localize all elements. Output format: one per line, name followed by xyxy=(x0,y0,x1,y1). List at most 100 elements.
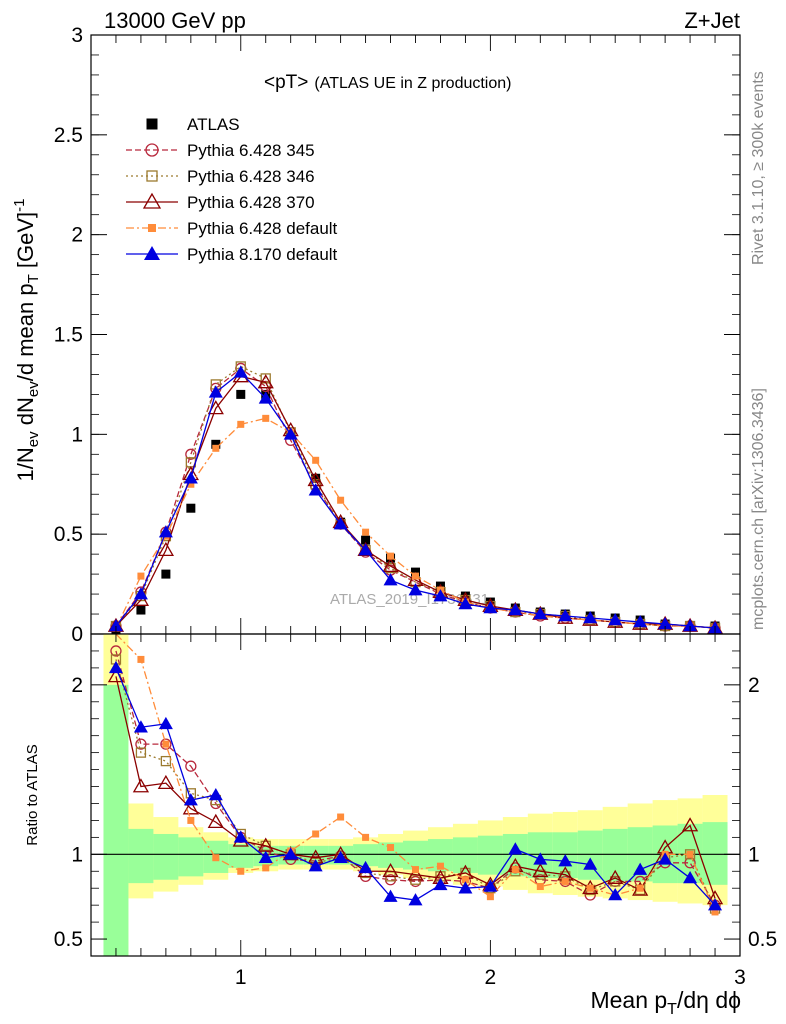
ratio-point-p8 xyxy=(683,871,698,884)
ratio-plot-area xyxy=(91,633,740,956)
ratio-line-p346 xyxy=(115,659,716,909)
point-p8 xyxy=(483,601,498,614)
ratio-point-p345 xyxy=(110,645,122,657)
band-green xyxy=(602,828,628,882)
main-panel: ATLAS_2019_I1736531 00.511.522.53 xyxy=(54,24,741,646)
ratio-point-p370 xyxy=(407,866,424,881)
point-p370 xyxy=(207,400,224,415)
point-p8 xyxy=(508,603,523,616)
point-p8 xyxy=(433,589,448,602)
ratio-point-p8 xyxy=(233,830,248,843)
ratio-y-tick-label-right: 0.5 xyxy=(748,928,777,951)
band-green xyxy=(128,828,154,884)
y-tick-label: 1.5 xyxy=(54,324,83,347)
legend-label: Pythia 6.428 345 xyxy=(187,141,315,160)
legend-entry-p345: Pythia 6.428 345 xyxy=(126,141,315,160)
point-p8 xyxy=(608,613,623,626)
ratio-point-pdef xyxy=(486,893,494,901)
band-green xyxy=(353,844,379,867)
ratio-point-pdef xyxy=(686,850,694,858)
point-p8 xyxy=(658,617,673,630)
series-p8 xyxy=(108,365,723,634)
ratio-point-p8 xyxy=(583,857,598,870)
ratio-point-pdef xyxy=(237,867,245,875)
ratio-point-p8 xyxy=(458,881,473,894)
legend-marker xyxy=(146,170,158,182)
main-plot-area xyxy=(107,361,724,635)
y-tick-label: 0 xyxy=(71,623,83,646)
point-pdef xyxy=(212,444,220,452)
point-p370 xyxy=(257,374,274,389)
point-atlas xyxy=(211,439,221,449)
ratio-point-p370 xyxy=(532,862,549,878)
point-p8 xyxy=(533,607,548,620)
point-p8 xyxy=(633,615,648,628)
y-tick-label: 1 xyxy=(71,423,83,446)
point-pdef xyxy=(187,480,195,488)
point-pdef xyxy=(412,572,419,580)
ratio-point-p8 xyxy=(133,720,148,733)
ratio-point-p346 xyxy=(135,747,147,758)
point-p8 xyxy=(208,385,223,398)
legend-label: Pythia 6.428 default xyxy=(187,219,338,238)
ratio-point-pdef xyxy=(337,813,345,821)
ratio-point-p346 xyxy=(160,755,172,767)
header-right: Z+Jet xyxy=(684,8,740,33)
ratio-point-p8 xyxy=(258,850,273,863)
band-green xyxy=(477,835,503,875)
x-tick-label: 3 xyxy=(734,966,746,989)
ratio-y-tick-label-right: 1 xyxy=(748,843,760,866)
ratio-point-p8 xyxy=(358,860,373,874)
point-p8 xyxy=(408,583,423,596)
ratio-point-p8 xyxy=(408,893,423,906)
ratio-point-pdef xyxy=(137,655,145,663)
ratio-point-p8 xyxy=(383,889,398,902)
legend-label: Pythia 6.428 346 xyxy=(187,167,315,186)
y-tick-label: 0.5 xyxy=(54,523,83,546)
point-p8 xyxy=(333,517,348,530)
ratio-point-pdef xyxy=(711,908,719,916)
main-ylabel: 1/Nev dNev/d mean pT [GeV]-1 xyxy=(11,199,42,482)
point-p8 xyxy=(283,427,298,440)
ratio-point-pdef xyxy=(511,866,519,874)
ratio-point-p8 xyxy=(308,859,323,872)
ratio-point-pdef xyxy=(212,854,220,862)
legend-entry-p346: Pythia 6.428 346 xyxy=(126,167,315,186)
ratio-point-p370 xyxy=(182,800,199,815)
point-atlas xyxy=(361,535,371,545)
ratio-point-p370 xyxy=(132,778,150,793)
legend-marker xyxy=(145,143,159,157)
band-green xyxy=(228,844,254,868)
legend-title: <pT> (ATLAS UE in Z production) xyxy=(264,72,511,93)
legend-label: Pythia 8.170 default xyxy=(187,245,338,264)
ratio-point-p8 xyxy=(108,660,123,674)
legend-marker xyxy=(148,224,156,232)
ratio-point-p8 xyxy=(533,852,548,865)
ratio-point-p8 xyxy=(558,854,573,867)
ratio-point-p370 xyxy=(207,813,224,829)
point-atlas xyxy=(136,605,146,615)
ratio-line-p345 xyxy=(115,650,716,906)
point-p8 xyxy=(183,471,198,484)
ratio-point-p8 xyxy=(158,716,173,730)
y-tick-label: 2 xyxy=(71,224,83,247)
ratio-panel: 0.5 0.5 1 1 2 2 1 2 3 xyxy=(54,633,777,989)
ratio-point-pdef xyxy=(412,866,419,874)
ratio-axes: 0.5 0.5 1 1 2 2 1 2 3 xyxy=(54,634,777,989)
point-pdef xyxy=(237,420,245,428)
point-atlas xyxy=(311,473,321,483)
point-p8 xyxy=(158,525,173,538)
band-green xyxy=(153,833,179,880)
point-pdef xyxy=(387,552,395,560)
band-green xyxy=(452,837,478,873)
ratio-point-p8 xyxy=(708,898,723,911)
ratio-point-p370 xyxy=(681,817,699,832)
point-p8 xyxy=(133,587,148,600)
ratio-point-p345 xyxy=(160,738,172,750)
ratio-line-p370 xyxy=(115,676,716,899)
point-atlas xyxy=(236,389,246,399)
ratio-y-tick-label: 0.5 xyxy=(54,928,83,951)
point-p8 xyxy=(558,609,573,622)
ratio-point-p8 xyxy=(283,847,298,860)
